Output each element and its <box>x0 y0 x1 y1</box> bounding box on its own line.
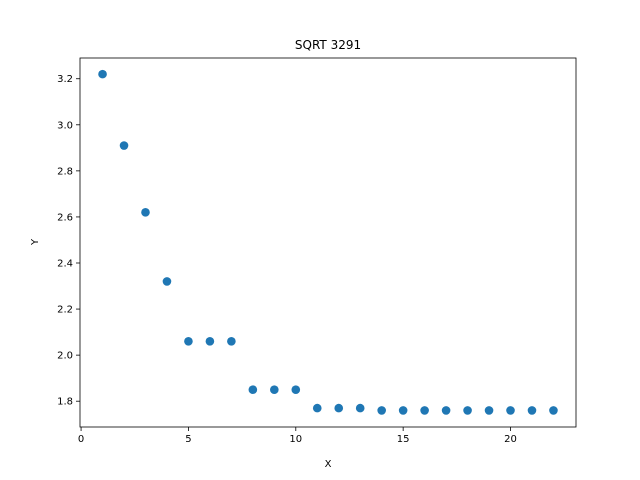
data-point <box>463 406 472 415</box>
x-tick-label: 5 <box>185 434 191 445</box>
data-point <box>162 277 172 286</box>
data-point <box>527 406 537 415</box>
data-point <box>506 406 515 415</box>
data-point <box>484 406 494 415</box>
y-tick-label: 2.8 <box>57 166 73 177</box>
data-point <box>377 406 386 415</box>
data-point <box>398 406 408 415</box>
y-tick-label: 1.8 <box>57 397 73 408</box>
y-tick-label: 2.2 <box>57 305 73 316</box>
x-tick-label: 20 <box>504 434 517 445</box>
y-tick-label: 2.0 <box>57 351 73 362</box>
data-point <box>549 406 558 415</box>
plot-frame <box>79 57 577 428</box>
data-point <box>248 385 258 394</box>
data-point <box>334 403 344 413</box>
data-point <box>184 337 193 346</box>
data-point <box>355 403 365 413</box>
y-tick-label: 2.4 <box>57 259 73 270</box>
x-tick-label: 15 <box>397 434 410 445</box>
x-axis-title: X <box>325 459 332 470</box>
data-point <box>312 403 322 413</box>
x-tick-label: 0 <box>78 434 84 445</box>
y-tick-label: 2.6 <box>57 212 73 223</box>
data-point <box>119 141 129 150</box>
x-tick-label: 10 <box>289 434 302 445</box>
data-point <box>291 385 301 394</box>
y-tick-label: 3.0 <box>57 120 73 131</box>
chart-title: SQRT 3291 <box>295 38 361 52</box>
data-point <box>441 406 451 415</box>
y-tick-label: 3.2 <box>57 74 73 85</box>
data-point <box>98 69 107 79</box>
data-point <box>420 406 429 415</box>
data-point <box>205 337 215 346</box>
data-point <box>270 385 279 394</box>
data-point <box>141 208 150 217</box>
plot-area: 0 5 10 15 20 1.8 2.0 2.2 2.4 2.6 2.8 3.0 3.2 <box>57 57 577 445</box>
data-point <box>227 337 236 346</box>
y-axis-title: Y <box>30 238 41 246</box>
